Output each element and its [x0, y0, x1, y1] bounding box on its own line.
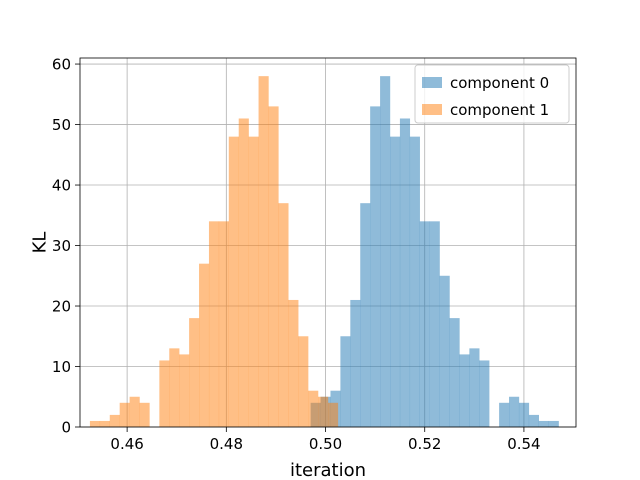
histogram-bar — [548, 420, 559, 427]
y-tick-label: 40 — [52, 177, 71, 195]
histogram-bar — [169, 348, 180, 427]
x-axis-label: iteration — [290, 460, 366, 480]
histogram-bar — [509, 396, 520, 427]
histogram-bar — [479, 360, 490, 427]
y-tick-label: 20 — [52, 298, 71, 316]
histogram-bar — [89, 420, 101, 427]
histogram-bar — [109, 414, 120, 427]
legend: component 0 component 1 — [414, 64, 570, 124]
histogram-bars — [89, 76, 559, 428]
legend-label: component 0 — [450, 74, 549, 92]
legend-box — [414, 64, 570, 124]
histogram-bar — [528, 414, 539, 427]
x-tick-label: 0.54 — [507, 435, 540, 453]
axis-ticks: 0.46 0.48 0.50 0.52 0.54 0 10 20 30 40 50 60 — [52, 56, 541, 453]
histogram-bar — [390, 136, 401, 427]
histogram-bar — [439, 275, 450, 427]
histogram-bar — [119, 402, 130, 427]
histogram-bar — [459, 354, 470, 427]
series-1-bars — [89, 76, 339, 428]
y-tick-label: 60 — [52, 56, 71, 74]
histogram-bar — [469, 348, 480, 427]
x-tick-label: 0.48 — [210, 435, 243, 453]
histogram-bar — [399, 118, 411, 427]
histogram-bar — [518, 402, 530, 427]
histogram-bar — [360, 203, 371, 427]
histogram-bar — [208, 221, 220, 427]
histogram-bar — [159, 360, 170, 427]
histogram-bar — [328, 402, 339, 427]
histogram-bar — [340, 336, 351, 427]
histogram-bar — [429, 221, 440, 427]
y-tick-label: 10 — [52, 358, 71, 376]
series-0-bars — [310, 76, 559, 428]
axes-frame — [79, 57, 577, 428]
histogram-bar — [499, 402, 510, 427]
histogram-bar — [449, 318, 460, 427]
histogram-bar — [538, 420, 549, 427]
y-tick-label: 30 — [52, 237, 71, 255]
histogram-bar — [288, 299, 299, 427]
histogram-bar — [409, 136, 420, 427]
histogram-bar — [218, 221, 229, 427]
legend-swatch — [422, 77, 442, 88]
y-tick-label: 0 — [61, 419, 71, 437]
y-axis-label: KL — [29, 232, 50, 254]
histogram-bar — [99, 420, 110, 427]
x-tick-label: 0.50 — [309, 435, 342, 453]
histogram-bar — [238, 118, 249, 427]
histogram-bar — [298, 336, 309, 427]
histogram-bar — [189, 318, 200, 427]
histogram-bar — [350, 299, 361, 427]
histogram-bar — [199, 263, 210, 427]
histogram-bar — [258, 76, 269, 428]
histogram-bar — [419, 221, 430, 427]
histogram-bar — [179, 354, 190, 427]
histogram-bar — [278, 203, 289, 427]
histogram-bar — [129, 396, 140, 427]
x-tick-label: 0.46 — [110, 435, 143, 453]
histogram-bar — [268, 106, 279, 428]
histogram-bar — [248, 136, 259, 427]
histogram-bar — [318, 396, 329, 427]
y-tick-label: 50 — [52, 116, 71, 134]
histogram-bar — [228, 136, 239, 427]
legend-label: component 1 — [450, 101, 549, 119]
x-tick-label: 0.52 — [408, 435, 441, 453]
histogram-bar — [380, 76, 391, 428]
histogram-bar — [308, 390, 319, 427]
histogram-bar — [139, 402, 150, 427]
legend-swatch — [422, 104, 442, 115]
histogram-bar — [370, 106, 381, 428]
